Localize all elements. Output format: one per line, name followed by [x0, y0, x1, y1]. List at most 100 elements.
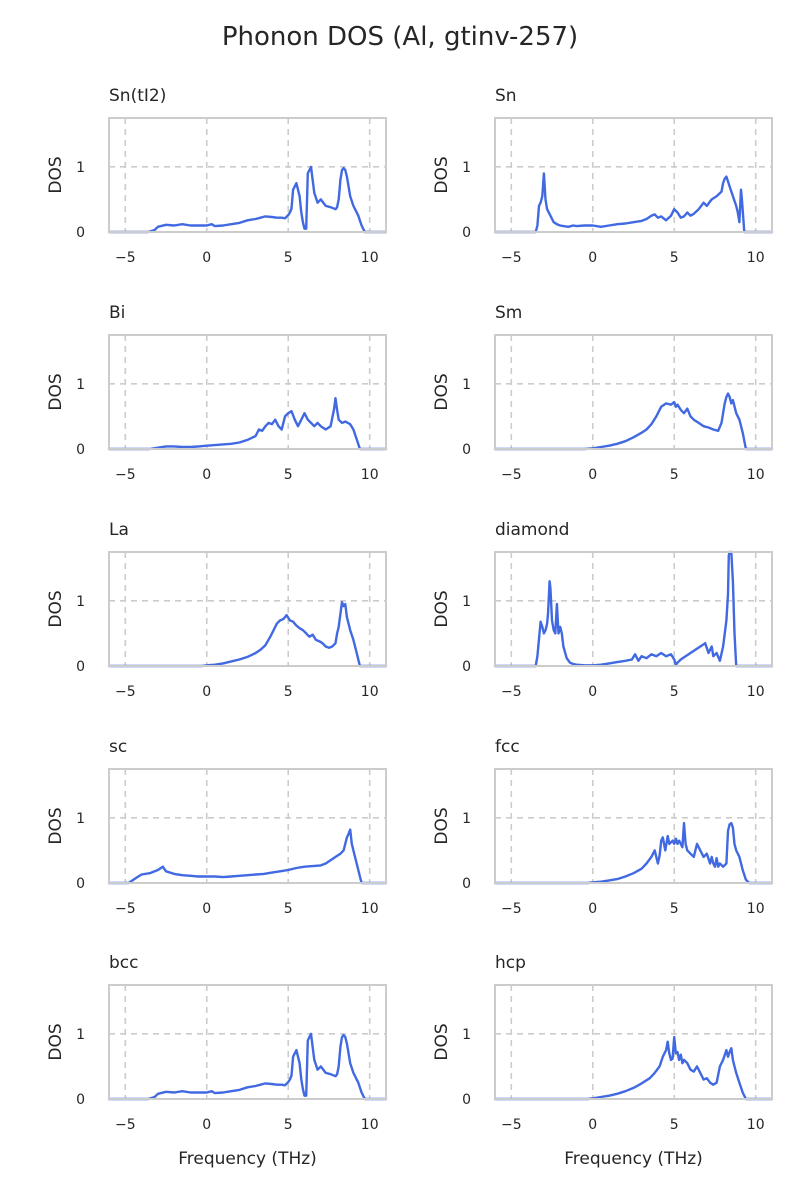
x-tick-label: 0 [202, 250, 211, 266]
dos-panel-7: sc −5 0 5 10 0 1 DOS [46, 737, 388, 917]
x-tick-label: −5 [115, 684, 136, 700]
dos-curve [107, 397, 388, 451]
axes-frame [108, 334, 387, 450]
dos-panel-9: bcc −5 0 5 10 0 1 DOS Frequency (THz) [46, 953, 388, 1169]
x-tick-label: 5 [284, 250, 293, 266]
dos-panel-5: La −5 0 5 10 0 1 DOS [46, 520, 388, 700]
dos-panel-1: Sn(tI2) −5 0 5 10 0 1 DOS [46, 86, 388, 266]
y-tick-label: 1 [76, 160, 85, 176]
dos-curve [493, 172, 774, 234]
subplot-title: Bi [109, 303, 125, 323]
x-tick-label: −5 [501, 467, 522, 483]
x-axis-label: Frequency (THz) [178, 1149, 317, 1169]
dos-panel-2: Sn −5 0 5 10 0 1 DOS [432, 86, 774, 266]
y-axis-label: DOS [432, 590, 452, 627]
x-tick-label: 5 [670, 901, 679, 917]
x-tick-label: 5 [284, 684, 293, 700]
y-tick-label: 0 [76, 225, 85, 241]
y-tick-label: 1 [462, 377, 471, 393]
x-tick-label: 10 [747, 467, 765, 483]
axes-frame [494, 984, 773, 1100]
x-tick-label: −5 [501, 901, 522, 917]
x-tick-label: −5 [501, 250, 522, 266]
subplot-title: La [109, 520, 129, 540]
dos-curve [107, 828, 388, 885]
dos-panel-6: diamond −5 0 5 10 0 1 DOS [432, 520, 774, 700]
axes-frame [494, 551, 773, 667]
subplot-title: sc [109, 737, 127, 757]
x-tick-label: −5 [115, 901, 136, 917]
x-axis-label: Frequency (THz) [564, 1149, 703, 1169]
dos-curve [493, 550, 774, 668]
dos-panel-4: Sm −5 0 5 10 0 1 DOS [432, 303, 774, 483]
x-tick-label: 5 [670, 467, 679, 483]
y-axis-label: DOS [46, 156, 66, 193]
x-tick-label: 5 [284, 467, 293, 483]
y-tick-label: 1 [462, 811, 471, 827]
y-axis-label: DOS [46, 807, 66, 844]
y-axis-label: DOS [432, 373, 452, 410]
x-tick-label: 10 [361, 684, 379, 700]
x-tick-label: 10 [361, 1117, 379, 1133]
y-tick-label: 1 [462, 594, 471, 610]
x-tick-label: 5 [670, 1117, 679, 1133]
x-tick-label: −5 [115, 1117, 136, 1133]
x-tick-label: 0 [202, 1117, 211, 1133]
dos-curve [107, 601, 388, 668]
y-tick-label: 1 [76, 811, 85, 827]
y-axis-label: DOS [46, 1023, 66, 1060]
y-tick-label: 0 [462, 876, 471, 892]
y-tick-label: 1 [76, 377, 85, 393]
dos-panel-10: hcp −5 0 5 10 0 1 DOS Frequency (THz) [432, 953, 774, 1169]
dos-curve [493, 1035, 774, 1101]
dos-curve [493, 392, 774, 451]
subplot-title: fcc [495, 737, 520, 757]
x-tick-label: 5 [284, 1117, 293, 1133]
x-tick-label: 0 [202, 901, 211, 917]
y-axis-label: DOS [432, 807, 452, 844]
x-tick-label: 0 [202, 684, 211, 700]
subplot-title: hcp [495, 953, 526, 973]
subplot-title: Sm [495, 303, 522, 323]
x-tick-label: 0 [588, 1117, 597, 1133]
x-tick-label: 10 [747, 901, 765, 917]
y-tick-label: 0 [76, 659, 85, 675]
x-tick-label: 5 [670, 684, 679, 700]
subplot-title: Sn(tI2) [109, 86, 166, 106]
y-tick-label: 1 [76, 594, 85, 610]
x-tick-label: 0 [588, 250, 597, 266]
x-tick-label: 10 [361, 467, 379, 483]
x-tick-label: 10 [361, 250, 379, 266]
axes-frame [494, 117, 773, 233]
x-tick-label: 0 [588, 684, 597, 700]
x-tick-label: −5 [501, 1117, 522, 1133]
x-tick-label: 10 [747, 250, 765, 266]
figure-title: Phonon DOS (Al, gtinv-257) [222, 22, 578, 52]
x-tick-label: 10 [747, 1117, 765, 1133]
y-axis-label: DOS [46, 590, 66, 627]
axes-frame [108, 551, 387, 667]
x-tick-label: 5 [670, 250, 679, 266]
x-tick-label: −5 [115, 250, 136, 266]
x-tick-label: 5 [284, 901, 293, 917]
y-tick-label: 1 [76, 1027, 85, 1043]
dos-curve [493, 821, 774, 885]
y-tick-label: 0 [76, 1092, 85, 1108]
y-tick-label: 1 [462, 160, 471, 176]
x-tick-label: −5 [501, 684, 522, 700]
y-tick-label: 0 [76, 442, 85, 458]
dos-panel-8: fcc −5 0 5 10 0 1 DOS [432, 737, 774, 917]
axes-frame [108, 768, 387, 884]
x-tick-label: 0 [588, 467, 597, 483]
dos-panel-3: Bi −5 0 5 10 0 1 DOS [46, 303, 388, 483]
y-tick-label: 1 [462, 1027, 471, 1043]
axes-frame [494, 334, 773, 450]
dos-curve [107, 1032, 388, 1101]
y-tick-label: 0 [462, 659, 471, 675]
y-axis-label: DOS [46, 373, 66, 410]
x-tick-label: 0 [202, 467, 211, 483]
subplot-title: bcc [109, 953, 138, 973]
axes-frame [108, 117, 387, 233]
y-tick-label: 0 [462, 225, 471, 241]
y-axis-label: DOS [432, 1023, 452, 1060]
